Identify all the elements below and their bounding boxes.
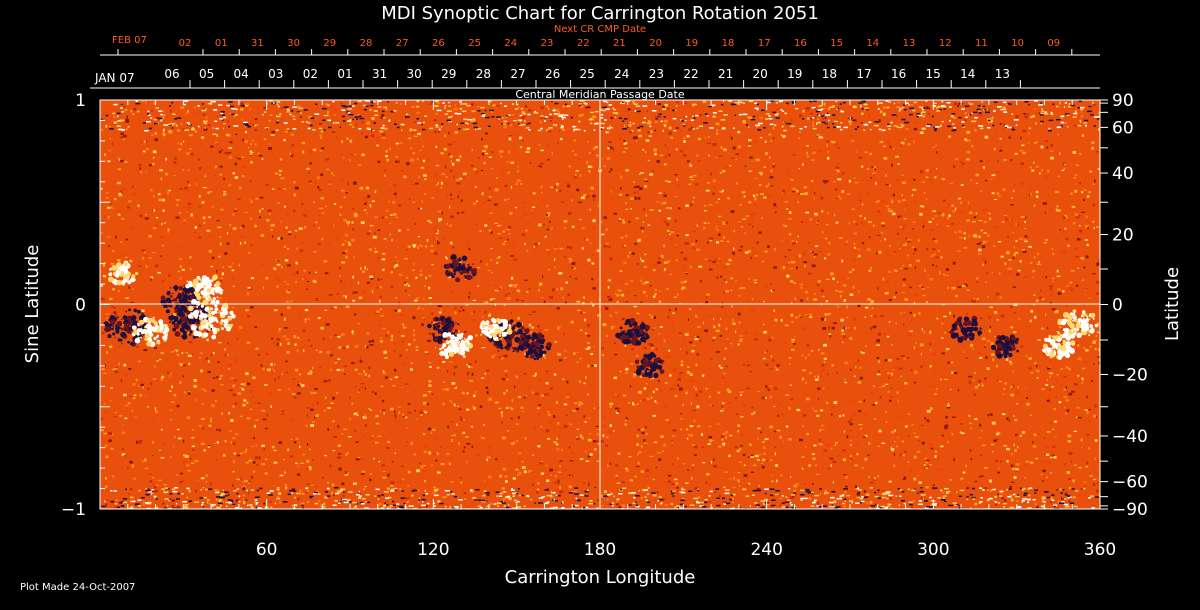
next-cr-axis: 02 01 31 30 29 28 27 26 25 24 23 22 21 20 19 18 17 16 15 14… bbox=[100, 38, 1100, 56]
cmp-date-label: 05 bbox=[199, 67, 214, 81]
cmp-date-label: 14 bbox=[960, 67, 975, 81]
cmp-date-axis: 06 05 04 03 02 01 31 30 29 28 27 26 25 24 23 22 21 20 19 18… bbox=[90, 67, 1100, 89]
y-left-tick-label: 1 bbox=[75, 91, 86, 111]
chart-title: MDI Synoptic Chart for Carrington Rotati… bbox=[381, 3, 819, 24]
active-region bbox=[443, 254, 477, 283]
y-axis-left-label: Sine Latitude bbox=[22, 245, 43, 364]
cmp-axis-label: Central Meridian Passage Date bbox=[515, 88, 684, 101]
cmp-date-label: 04 bbox=[234, 67, 249, 81]
cmp-date-label: 25 bbox=[580, 67, 595, 81]
next-cr-date-label: 15 bbox=[830, 38, 843, 49]
next-cr-label: Next CR CMP Date bbox=[554, 24, 646, 35]
cmp-date-label: 24 bbox=[614, 67, 629, 81]
x-tick-label: 180 bbox=[584, 540, 616, 560]
next-cr-date-label: 30 bbox=[287, 38, 300, 49]
cmp-date-label: 30 bbox=[407, 67, 422, 81]
next-cr-date-label: 09 bbox=[1047, 38, 1060, 49]
cmp-date-label: 03 bbox=[268, 67, 283, 81]
next-cr-date-label: 11 bbox=[975, 38, 988, 49]
next-cr-date-label: 20 bbox=[649, 38, 662, 49]
cmp-date-label: 15 bbox=[926, 67, 941, 81]
active-region bbox=[185, 274, 224, 306]
cmp-date-label: 17 bbox=[856, 67, 871, 81]
next-cr-date-label: 26 bbox=[432, 38, 445, 49]
next-cr-date-label: 21 bbox=[613, 38, 626, 49]
next-cr-date-label: 14 bbox=[866, 38, 879, 49]
cmp-date-label: 16 bbox=[891, 67, 906, 81]
next-cr-date-label: 28 bbox=[360, 38, 373, 49]
next-cr-date-label: 19 bbox=[685, 38, 698, 49]
y-right-tick-label: 60 bbox=[1112, 118, 1134, 138]
x-axis: 60 120 180 240 300 360 bbox=[127, 100, 1116, 560]
cmp-date-label: 21 bbox=[718, 67, 733, 81]
field-noise bbox=[100, 100, 1100, 509]
y-right-tick-label: −40 bbox=[1112, 427, 1148, 447]
next-cr-date-label: 10 bbox=[1011, 38, 1024, 49]
active-region bbox=[1042, 331, 1076, 360]
y-right-tick-label: 90 bbox=[1112, 91, 1134, 111]
x-axis-label: Carrington Longitude bbox=[505, 567, 696, 588]
next-cr-date-label: 29 bbox=[323, 38, 336, 49]
next-cr-date-label: 31 bbox=[251, 38, 264, 49]
next-cr-date-label: 13 bbox=[903, 38, 916, 49]
active-region bbox=[131, 316, 170, 347]
magnetic-field-map bbox=[100, 100, 1100, 509]
cmp-date-label: 23 bbox=[649, 67, 664, 81]
plot-made-footer: Plot Made 24-Oct-2007 bbox=[20, 582, 135, 593]
y-right-tick-label: −60 bbox=[1112, 473, 1148, 493]
cmp-date-label: 18 bbox=[822, 67, 837, 81]
active-region bbox=[108, 260, 139, 286]
x-tick-label: 60 bbox=[256, 540, 278, 560]
active-region bbox=[615, 317, 651, 346]
x-tick-label: 360 bbox=[1084, 540, 1116, 560]
cmp-date-label: 02 bbox=[303, 67, 318, 81]
cmp-start-label: JAN 07 bbox=[94, 71, 135, 85]
active-region bbox=[518, 332, 552, 361]
cmp-date-label: 19 bbox=[787, 67, 802, 81]
active-region bbox=[990, 334, 1020, 359]
y-axis-right-label: Latitude bbox=[1162, 267, 1183, 341]
cmp-date-label: 29 bbox=[441, 67, 456, 81]
y-right-tick-label: 0 bbox=[1112, 296, 1123, 316]
next-cr-date-label: 27 bbox=[396, 38, 409, 49]
next-cr-date-label: 22 bbox=[577, 38, 590, 49]
y-left-tick-label: 0 bbox=[75, 296, 86, 316]
y-right-tick-label: 20 bbox=[1112, 226, 1134, 246]
x-tick-label: 300 bbox=[917, 540, 949, 560]
y-axis-left: 1 0 −1 bbox=[61, 91, 110, 520]
next-cr-date-label: 16 bbox=[794, 38, 807, 49]
y-right-tick-label: −90 bbox=[1112, 500, 1148, 520]
cmp-date-label: 01 bbox=[337, 67, 352, 81]
active-region bbox=[1057, 309, 1099, 339]
cmp-date-label: 20 bbox=[753, 67, 768, 81]
y-right-tick-label: 40 bbox=[1112, 164, 1134, 184]
next-cr-date-label: 02 bbox=[179, 38, 192, 49]
next-cr-date-label: 12 bbox=[939, 38, 952, 49]
active-region bbox=[479, 317, 513, 342]
y-left-tick-label: −1 bbox=[61, 500, 86, 520]
cmp-date-label: 31 bbox=[372, 67, 387, 81]
cmp-date-label: 28 bbox=[476, 67, 491, 81]
cmp-date-label: 06 bbox=[164, 67, 179, 81]
cmp-date-label: 26 bbox=[545, 67, 560, 81]
next-cr-date-label: 17 bbox=[758, 38, 771, 49]
active-regions bbox=[103, 254, 1099, 379]
active-region bbox=[634, 351, 665, 379]
x-tick-label: 240 bbox=[750, 540, 782, 560]
next-cr-date-label: 24 bbox=[504, 38, 517, 49]
next-cr-start-label: FEB 07 bbox=[112, 35, 147, 46]
active-region bbox=[949, 315, 982, 344]
active-region bbox=[439, 332, 473, 360]
next-cr-date-label: 01 bbox=[215, 38, 228, 49]
next-cr-date-label: 23 bbox=[541, 38, 554, 49]
y-axis-right: 90 60 40 20 0 −20 −40 −60 −90 bbox=[1100, 91, 1148, 520]
x-tick-label: 120 bbox=[417, 540, 449, 560]
cmp-date-label: 13 bbox=[995, 67, 1010, 81]
cmp-date-label: 27 bbox=[510, 67, 525, 81]
cmp-date-label: 22 bbox=[683, 67, 698, 81]
next-cr-date-label: 18 bbox=[722, 38, 735, 49]
y-right-tick-label: −20 bbox=[1112, 365, 1148, 385]
next-cr-date-label: 25 bbox=[468, 38, 481, 49]
